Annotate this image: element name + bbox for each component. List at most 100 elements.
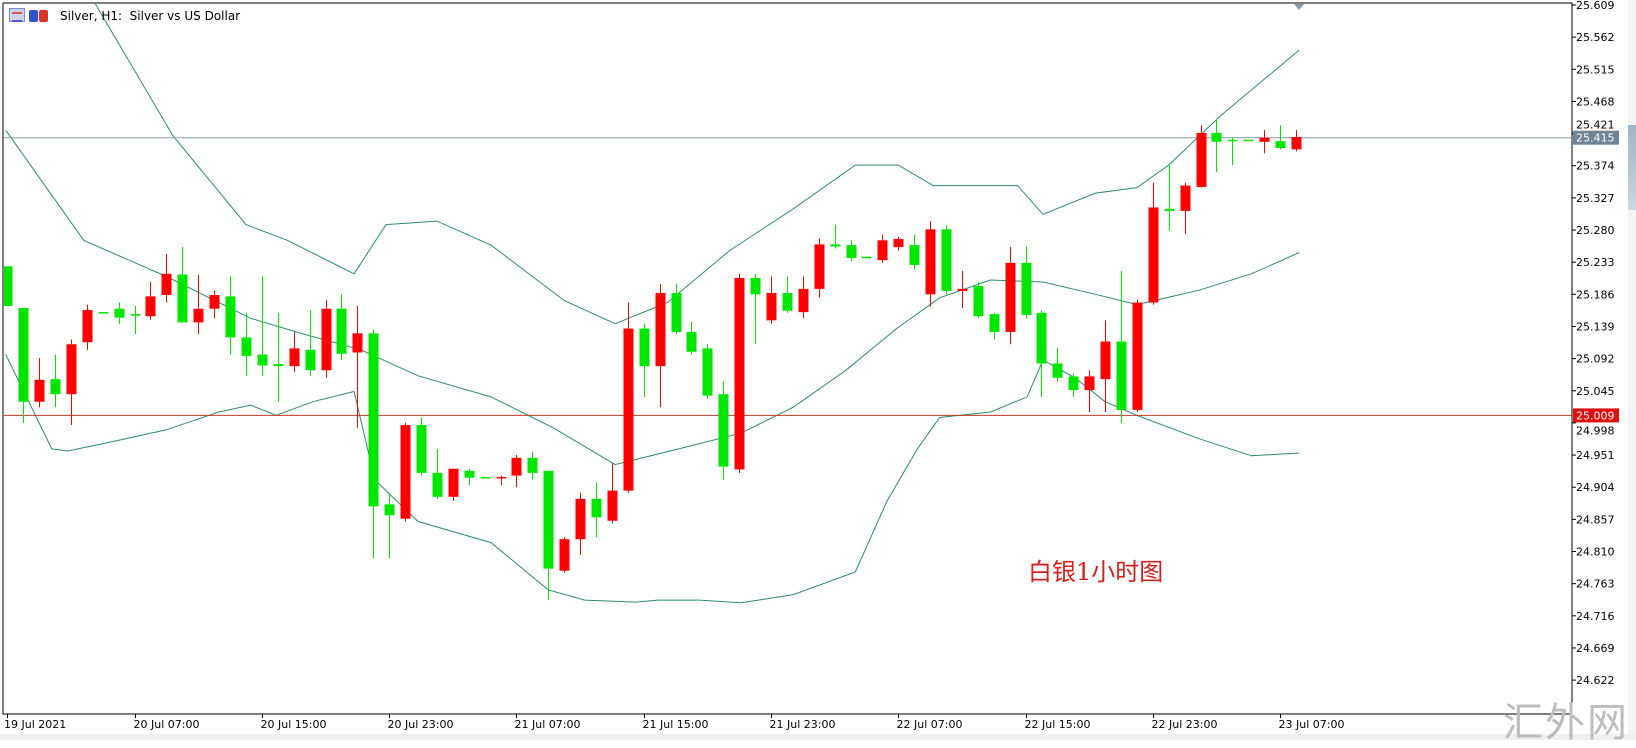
candle bbox=[941, 225, 952, 295]
candle bbox=[193, 274, 204, 335]
candle-body bbox=[607, 490, 618, 521]
candle bbox=[527, 451, 538, 480]
candle bbox=[861, 256, 872, 259]
candle-body bbox=[1196, 132, 1207, 187]
candle-body bbox=[1116, 341, 1127, 410]
candle bbox=[50, 354, 61, 408]
candle-body bbox=[639, 328, 650, 367]
candle-body bbox=[1021, 262, 1032, 315]
y-tick-label: 24.716 bbox=[1576, 610, 1615, 623]
candle-body bbox=[543, 470, 554, 569]
price-axis: 25.609 25.562 25.515 25.468 25.421 25.374 25.3… bbox=[1572, 0, 1619, 687]
x-tick-label: 21 Jul 15:00 bbox=[643, 718, 709, 731]
last-price-label: 25.415 bbox=[1576, 132, 1615, 145]
x-tick-label: 19 Jul 2021 bbox=[4, 718, 66, 731]
candle-body bbox=[1259, 137, 1270, 142]
candle-body bbox=[130, 314, 141, 316]
y-tick-label: 25.609 bbox=[1576, 0, 1615, 12]
chart-frame bbox=[2, 2, 1573, 715]
candle bbox=[368, 329, 379, 559]
candle bbox=[702, 344, 713, 399]
candle-body bbox=[782, 292, 793, 311]
candle-body bbox=[98, 312, 109, 314]
candle-body bbox=[1036, 312, 1047, 364]
candle bbox=[925, 221, 936, 307]
shift-marker-icon[interactable] bbox=[1294, 4, 1304, 10]
candle-body bbox=[623, 328, 634, 491]
candle bbox=[448, 468, 459, 501]
x-tick-label: 20 Jul 15:00 bbox=[261, 718, 327, 731]
candle-body bbox=[416, 424, 427, 473]
candle bbox=[384, 492, 395, 559]
candle-body bbox=[177, 274, 188, 323]
candle bbox=[1275, 125, 1286, 150]
candle-body bbox=[750, 277, 761, 295]
candle bbox=[1100, 320, 1111, 412]
y-tick-label: 24.904 bbox=[1576, 481, 1615, 494]
band-upper bbox=[94, 4, 1300, 325]
candle bbox=[496, 475, 507, 486]
watermark: 汇外网 bbox=[1503, 700, 1629, 746]
candle bbox=[4, 266, 13, 306]
candle-body bbox=[798, 288, 809, 313]
level-line-label: 25.009 bbox=[1576, 409, 1615, 422]
scrollbar-thumb[interactable] bbox=[1628, 125, 1636, 210]
candle-body bbox=[336, 308, 347, 354]
candle bbox=[1132, 299, 1143, 412]
candle bbox=[1291, 130, 1302, 152]
candle-body bbox=[814, 244, 825, 289]
candle bbox=[1227, 137, 1238, 166]
candle-body bbox=[352, 333, 363, 353]
candle-body bbox=[1084, 376, 1095, 391]
status-strip bbox=[0, 734, 1636, 740]
candle bbox=[1211, 119, 1222, 172]
candle bbox=[34, 357, 45, 408]
y-tick-label: 24.857 bbox=[1576, 513, 1615, 526]
candle bbox=[1180, 182, 1191, 235]
candle bbox=[18, 308, 29, 423]
candle bbox=[718, 381, 729, 480]
candle-body bbox=[114, 308, 125, 318]
x-tick-label: 23 Jul 07:00 bbox=[1279, 718, 1345, 731]
candle-body bbox=[1148, 207, 1159, 303]
candle-body bbox=[527, 457, 538, 473]
y-tick-label: 25.327 bbox=[1576, 192, 1615, 205]
candle bbox=[766, 276, 777, 324]
candle-body bbox=[1275, 141, 1286, 148]
candle-body bbox=[1164, 208, 1175, 211]
candle bbox=[1084, 370, 1095, 412]
y-tick-label: 25.374 bbox=[1576, 160, 1615, 173]
candle-body bbox=[655, 292, 666, 367]
candle bbox=[989, 312, 1000, 340]
candle bbox=[352, 305, 363, 428]
candle bbox=[98, 312, 109, 314]
candle bbox=[1021, 246, 1032, 319]
candle bbox=[655, 284, 666, 408]
candle-body bbox=[448, 468, 459, 497]
candle bbox=[464, 468, 475, 486]
x-tick-label: 20 Jul 07:00 bbox=[134, 718, 200, 731]
y-tick-label: 25.045 bbox=[1576, 385, 1615, 398]
candle bbox=[877, 234, 888, 263]
candle bbox=[957, 271, 968, 309]
candle-body bbox=[289, 348, 300, 367]
candle-body bbox=[321, 308, 332, 371]
candle-body bbox=[830, 244, 841, 247]
candles bbox=[4, 119, 1302, 601]
x-tick-label: 22 Jul 15:00 bbox=[1025, 718, 1091, 731]
candle bbox=[145, 282, 156, 320]
x-tick-label: 21 Jul 23:00 bbox=[770, 718, 836, 731]
x-tick-label: 21 Jul 07:00 bbox=[515, 718, 581, 731]
candle-body bbox=[925, 229, 936, 295]
x-tick-label: 22 Jul 07:00 bbox=[897, 718, 963, 731]
candle-body bbox=[909, 245, 920, 265]
candle bbox=[336, 294, 347, 360]
y-tick-label: 24.951 bbox=[1576, 449, 1615, 462]
candle-body bbox=[702, 348, 713, 396]
price-lines bbox=[4, 137, 1572, 416]
candle-body bbox=[559, 539, 570, 571]
candle bbox=[750, 273, 761, 345]
candle-body bbox=[989, 314, 1000, 332]
candle-body bbox=[66, 344, 77, 395]
